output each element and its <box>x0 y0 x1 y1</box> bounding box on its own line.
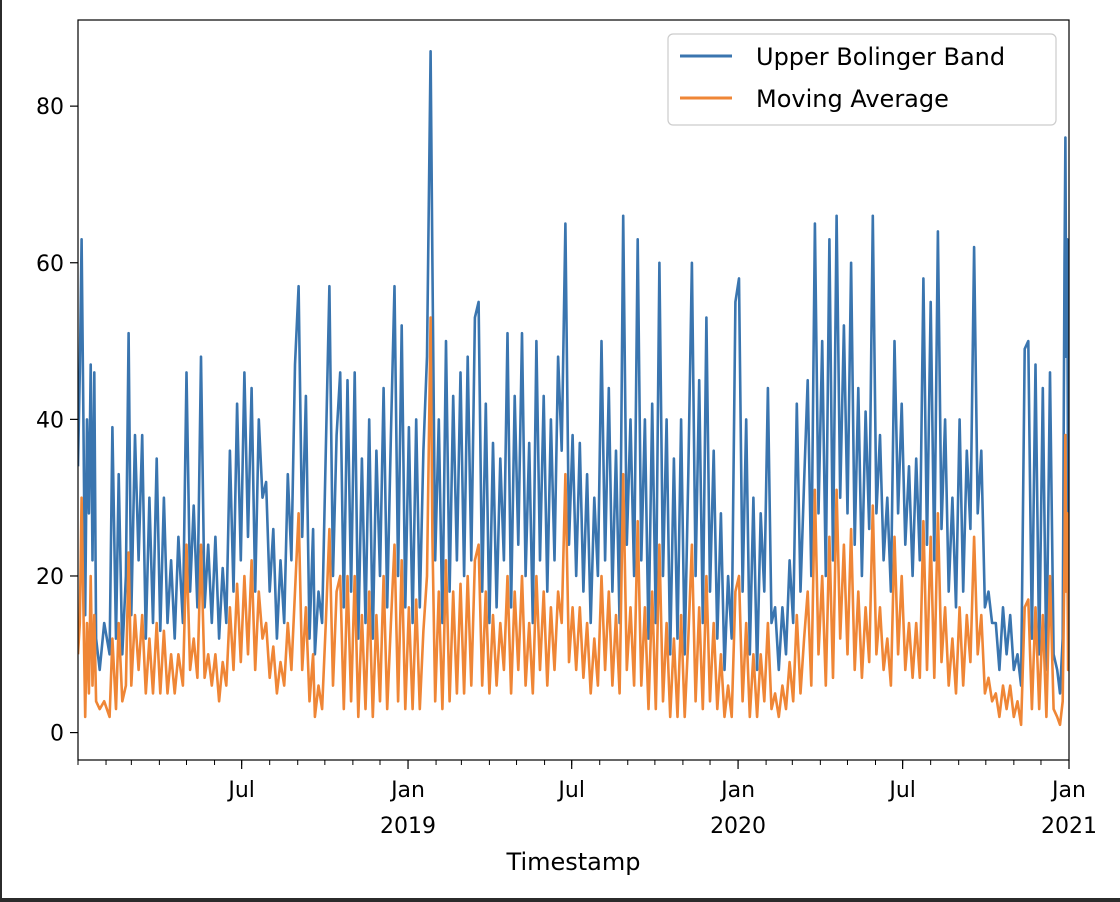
series-line-moving-average <box>78 316 1069 727</box>
x-tick-label: Jan <box>719 778 755 803</box>
axes-frame <box>77 19 1070 761</box>
x-tick-label: Jul <box>226 778 255 803</box>
x-tick-sublabel: 2021 <box>1041 814 1097 839</box>
y-tick-label: 60 <box>36 252 64 277</box>
legend: Upper Bolinger Band Moving Average <box>667 33 1057 126</box>
y-axis: 0 20 40 60 80 <box>36 95 78 747</box>
x-tick-label: Jul <box>887 778 916 803</box>
x-tick-label: Jan <box>1050 778 1086 803</box>
series-layer <box>78 50 1069 727</box>
x-axis: Jul Jan 2019 Jul Jan 2020 Jul Jan 2021 <box>77 760 1097 839</box>
legend-label: Moving Average <box>756 85 949 113</box>
legend-label: Upper Bolinger Band <box>756 43 1005 71</box>
x-tick-label: Jan <box>389 778 425 803</box>
x-tick-label: Jul <box>556 778 585 803</box>
y-tick-label: 0 <box>50 722 64 747</box>
x-tick-sublabel: 2019 <box>380 814 436 839</box>
legend-box <box>667 33 1057 126</box>
x-axis-label: Timestamp <box>506 848 641 876</box>
x-tick-sublabel: 2020 <box>710 814 766 839</box>
y-tick-label: 20 <box>36 565 64 590</box>
series-line-upper-bolinger-band <box>78 50 1069 695</box>
y-tick-label: 40 <box>36 408 64 433</box>
y-tick-label: 80 <box>36 95 64 120</box>
